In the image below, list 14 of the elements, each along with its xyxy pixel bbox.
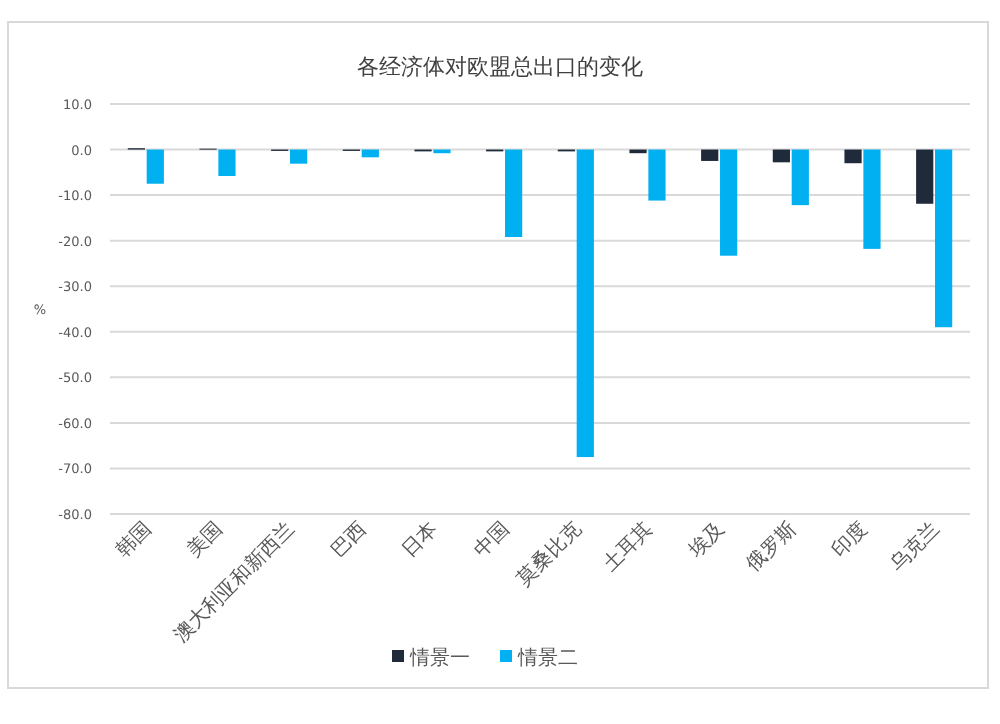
legend-label: 情景二 <box>516 646 578 670</box>
x-tick-label: 俄罗斯 <box>741 517 802 577</box>
x-tick-label: 乌克兰 <box>885 517 945 577</box>
x-tick-label: 埃及 <box>682 517 730 564</box>
x-tick-label: 美国 <box>182 517 228 563</box>
x-tick-label: 印度 <box>827 517 873 563</box>
x-tick-label: 土耳其 <box>598 517 658 577</box>
x-tick-label: 日本 <box>397 517 443 563</box>
legend-label: 情景一 <box>408 646 470 670</box>
x-tick-label: 韩国 <box>110 517 157 563</box>
x-tick-label: 莫桑比克 <box>512 517 587 591</box>
chart-title: 各经济体对欧盟总出口的变化 <box>357 54 643 80</box>
x-tick-label: 巴西 <box>327 518 372 563</box>
x-tick-label: 中国 <box>469 517 515 563</box>
